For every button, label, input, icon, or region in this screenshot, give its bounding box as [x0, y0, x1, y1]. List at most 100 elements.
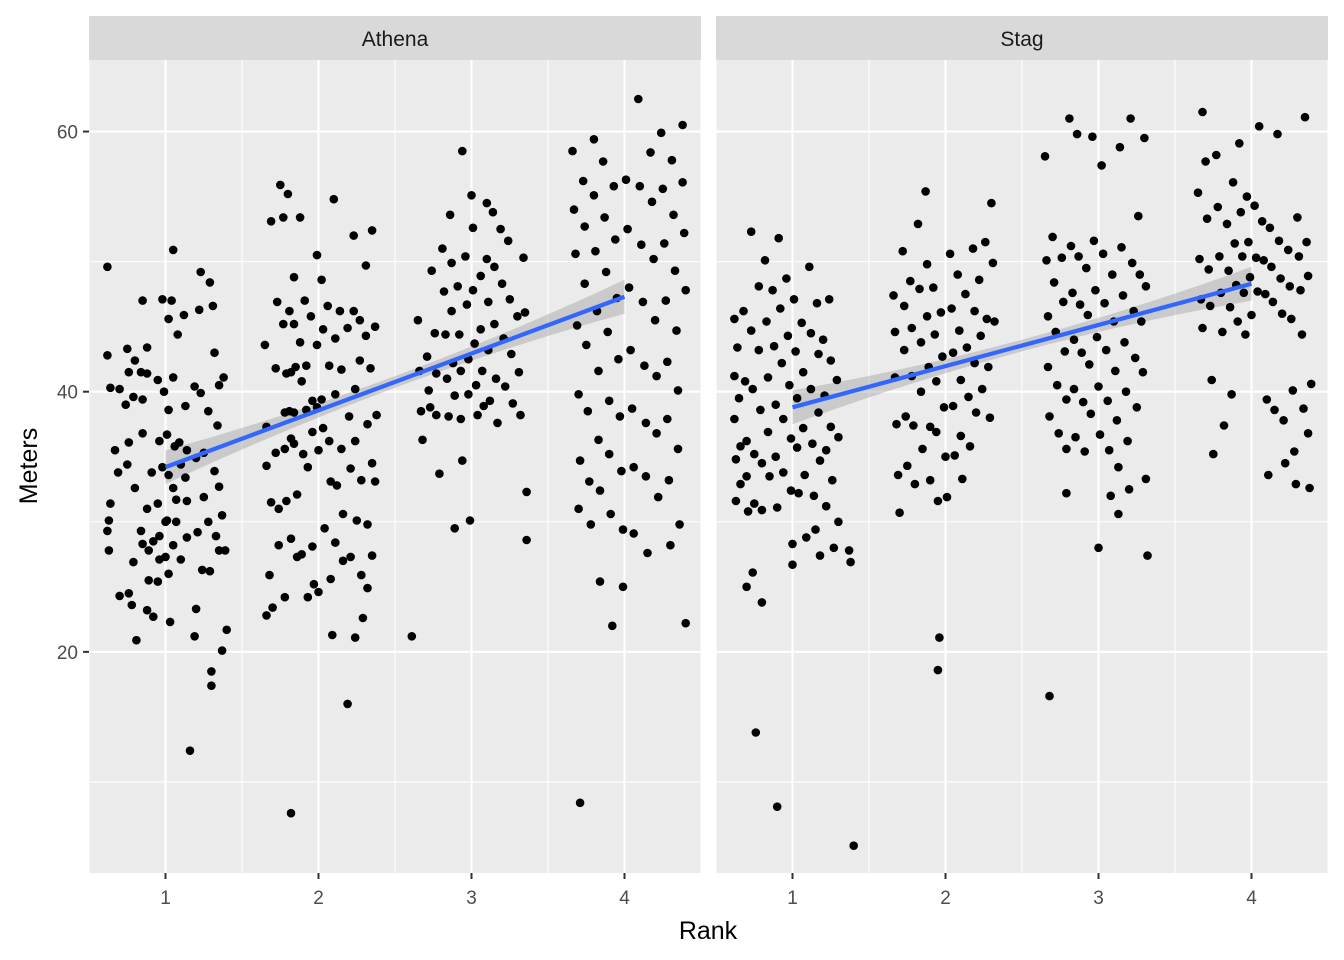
data-point-athena-341	[659, 185, 668, 194]
data-point-athena-48	[161, 553, 170, 562]
data-point-athena-138	[293, 490, 302, 499]
data-point-athena-355	[678, 121, 687, 130]
data-point-athena-115	[271, 449, 280, 458]
data-point-athena-52	[164, 471, 173, 480]
data-point-stag-218	[1133, 403, 1142, 412]
data-point-stag-228	[1195, 255, 1204, 264]
data-point-stag-257	[1243, 192, 1252, 201]
data-point-athena-347	[666, 541, 675, 550]
data-point-stag-28	[761, 256, 770, 265]
data-point-athena-5	[103, 527, 112, 536]
data-point-stag-284	[1290, 447, 1299, 456]
data-point-athena-320	[625, 283, 634, 292]
data-point-athena-51	[163, 430, 172, 439]
data-point-athena-210	[414, 316, 423, 325]
data-point-athena-228	[447, 259, 456, 268]
data-point-stag-134	[957, 432, 966, 441]
data-point-stag-0	[730, 315, 739, 324]
data-point-stag-76	[825, 295, 834, 304]
data-point-athena-123	[281, 445, 290, 454]
data-point-athena-270	[507, 350, 516, 359]
data-point-athena-202	[368, 226, 377, 235]
data-point-athena-73	[183, 533, 192, 542]
data-point-stag-110	[923, 312, 932, 321]
data-point-athena-268	[504, 237, 513, 246]
data-point-athena-234	[455, 330, 464, 339]
data-point-athena-274	[516, 411, 525, 420]
y-tick-label-60: 60	[57, 123, 78, 144]
data-point-stag-64	[808, 439, 817, 448]
data-point-stag-166	[1059, 298, 1068, 307]
data-point-stag-104	[915, 285, 924, 294]
data-point-athena-354	[675, 520, 684, 529]
data-point-athena-23	[138, 296, 147, 305]
data-point-athena-34	[143, 606, 152, 615]
data-point-athena-126	[284, 190, 293, 199]
data-point-athena-260	[490, 263, 499, 272]
data-point-athena-17	[131, 356, 140, 365]
data-point-stag-137	[963, 343, 972, 352]
data-point-athena-281	[571, 250, 580, 259]
x-tick-label-1-athena: 1	[160, 888, 171, 909]
data-point-athena-276	[521, 308, 530, 317]
data-point-athena-345	[663, 415, 672, 424]
data-point-stag-198	[1103, 397, 1112, 406]
facet-strip-label-stag: Stag	[1000, 28, 1043, 51]
data-point-athena-329	[640, 361, 649, 370]
data-point-stag-127	[947, 304, 956, 313]
data-point-athena-26	[138, 429, 147, 438]
data-point-athena-336	[651, 316, 660, 325]
data-point-stag-263	[1253, 287, 1262, 296]
data-point-athena-89	[206, 567, 215, 576]
data-point-stag-158	[1045, 412, 1054, 421]
data-point-stag-87	[889, 291, 898, 300]
data-point-stag-268	[1263, 395, 1272, 404]
data-point-athena-44	[158, 295, 167, 304]
data-point-stag-191	[1094, 382, 1103, 391]
data-point-athena-96	[215, 381, 224, 390]
data-point-athena-153	[308, 542, 317, 551]
data-point-athena-86	[206, 278, 215, 287]
data-point-athena-161	[319, 325, 328, 334]
data-point-stag-163	[1053, 381, 1062, 390]
data-point-stag-55	[794, 489, 803, 498]
data-point-stag-59	[800, 471, 809, 480]
data-point-athena-56	[167, 296, 176, 305]
data-point-athena-246	[469, 286, 478, 295]
y-axis-ticks: 204060	[57, 123, 89, 664]
data-point-athena-145	[300, 296, 309, 305]
data-point-athena-117	[274, 541, 283, 550]
data-point-athena-10	[115, 592, 124, 601]
data-point-athena-340	[657, 129, 666, 138]
data-point-stag-259	[1246, 273, 1255, 282]
data-point-athena-215	[424, 386, 433, 395]
data-point-stag-66	[811, 525, 820, 534]
data-point-stag-285	[1292, 480, 1301, 489]
data-point-stag-260	[1247, 311, 1256, 320]
data-point-athena-229	[447, 307, 456, 316]
data-point-athena-43	[154, 577, 163, 586]
data-point-athena-328	[639, 298, 648, 307]
data-point-stag-143	[972, 408, 981, 417]
data-point-athena-273	[515, 368, 524, 377]
data-point-athena-9	[114, 468, 123, 477]
data-point-stag-38	[773, 802, 782, 811]
data-point-athena-265	[498, 279, 507, 288]
data-point-athena-343	[662, 296, 671, 305]
x-axis-title: Rank	[679, 917, 738, 945]
data-point-stag-271	[1267, 263, 1276, 272]
data-point-athena-104	[222, 626, 231, 635]
data-point-athena-16	[125, 589, 134, 598]
data-point-stag-258	[1244, 238, 1253, 247]
data-point-stag-109	[923, 260, 932, 269]
data-point-athena-39	[155, 437, 164, 446]
data-point-stag-78	[827, 423, 836, 432]
data-point-athena-64	[173, 330, 182, 339]
data-point-stag-180	[1077, 348, 1086, 357]
data-point-stag-221	[1137, 317, 1146, 326]
data-point-athena-38	[154, 376, 163, 385]
data-point-athena-178	[337, 445, 346, 454]
data-point-athena-116	[274, 505, 283, 514]
data-point-athena-53	[163, 516, 172, 525]
data-point-athena-288	[580, 222, 589, 231]
